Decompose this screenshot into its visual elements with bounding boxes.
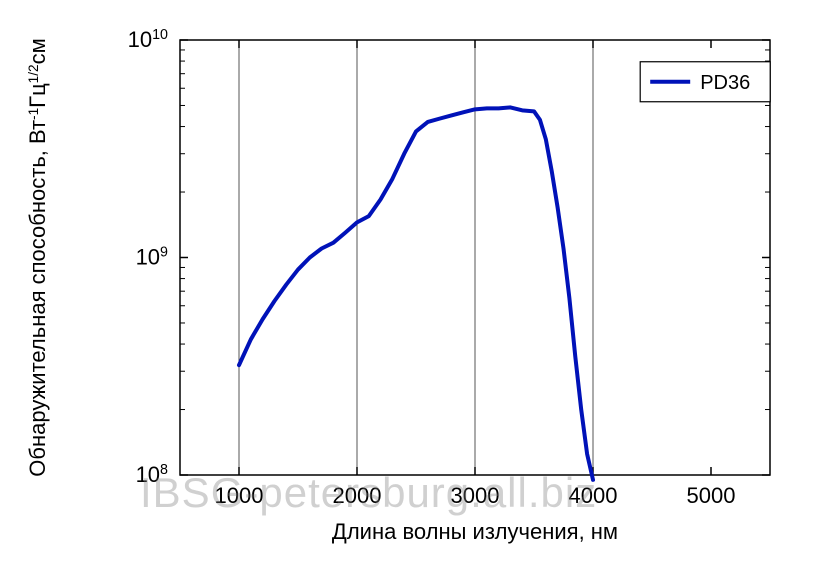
x-tick-label: 4000 [569, 483, 618, 508]
x-tick-label: 2000 [333, 483, 382, 508]
detectivity-chart: 1000 2000 3000 4000 5000 Длина волны излучени… [0, 0, 818, 572]
y-axis-label: Обнаружительная способность, Вт-1Гц1/2см [25, 38, 50, 477]
x-tick-label: 3000 [451, 483, 500, 508]
legend-label: PD36 [700, 72, 750, 94]
x-tick-label: 5000 [687, 483, 736, 508]
x-axis-label: Длина волны излучения, нм [332, 519, 618, 544]
x-tick-label: 1000 [215, 483, 264, 508]
chart-container: 1000 2000 3000 4000 5000 Длина волны излучени… [0, 0, 818, 572]
